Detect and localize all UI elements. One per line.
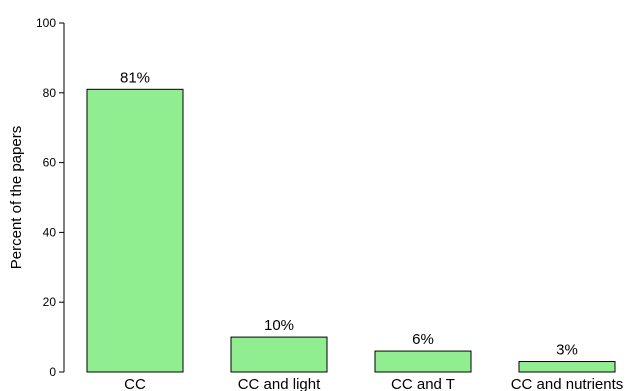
bar [374, 350, 472, 373]
bar [230, 336, 328, 373]
value-labels-group: 81% 10% 6% 3% [120, 69, 578, 358]
category-labels-group: CC CC and light CC and T CC and nutrients [124, 376, 623, 391]
category-label: CC [124, 376, 146, 391]
category-label: CC and nutrients [511, 376, 624, 391]
bar-value-label: 81% [120, 69, 150, 86]
y-tick-label: 80 [43, 86, 57, 100]
y-axis: 0 20 40 60 80 100 [36, 16, 65, 379]
y-tick-label: 20 [43, 295, 57, 309]
y-tick-label: 100 [36, 16, 56, 30]
bars-group [86, 88, 616, 373]
y-tick-label: 0 [49, 365, 56, 379]
bar-value-label: 10% [264, 317, 294, 334]
category-label: CC and T [391, 376, 455, 391]
y-axis-title: Percent of the papers [8, 126, 25, 269]
bar-value-label: 3% [556, 342, 578, 359]
category-label: CC and light [238, 376, 321, 391]
bar [518, 361, 616, 373]
y-tick-label: 40 [43, 225, 57, 239]
bar [86, 88, 184, 373]
y-tick-label: 60 [43, 156, 57, 170]
bar-value-label: 6% [412, 331, 434, 348]
